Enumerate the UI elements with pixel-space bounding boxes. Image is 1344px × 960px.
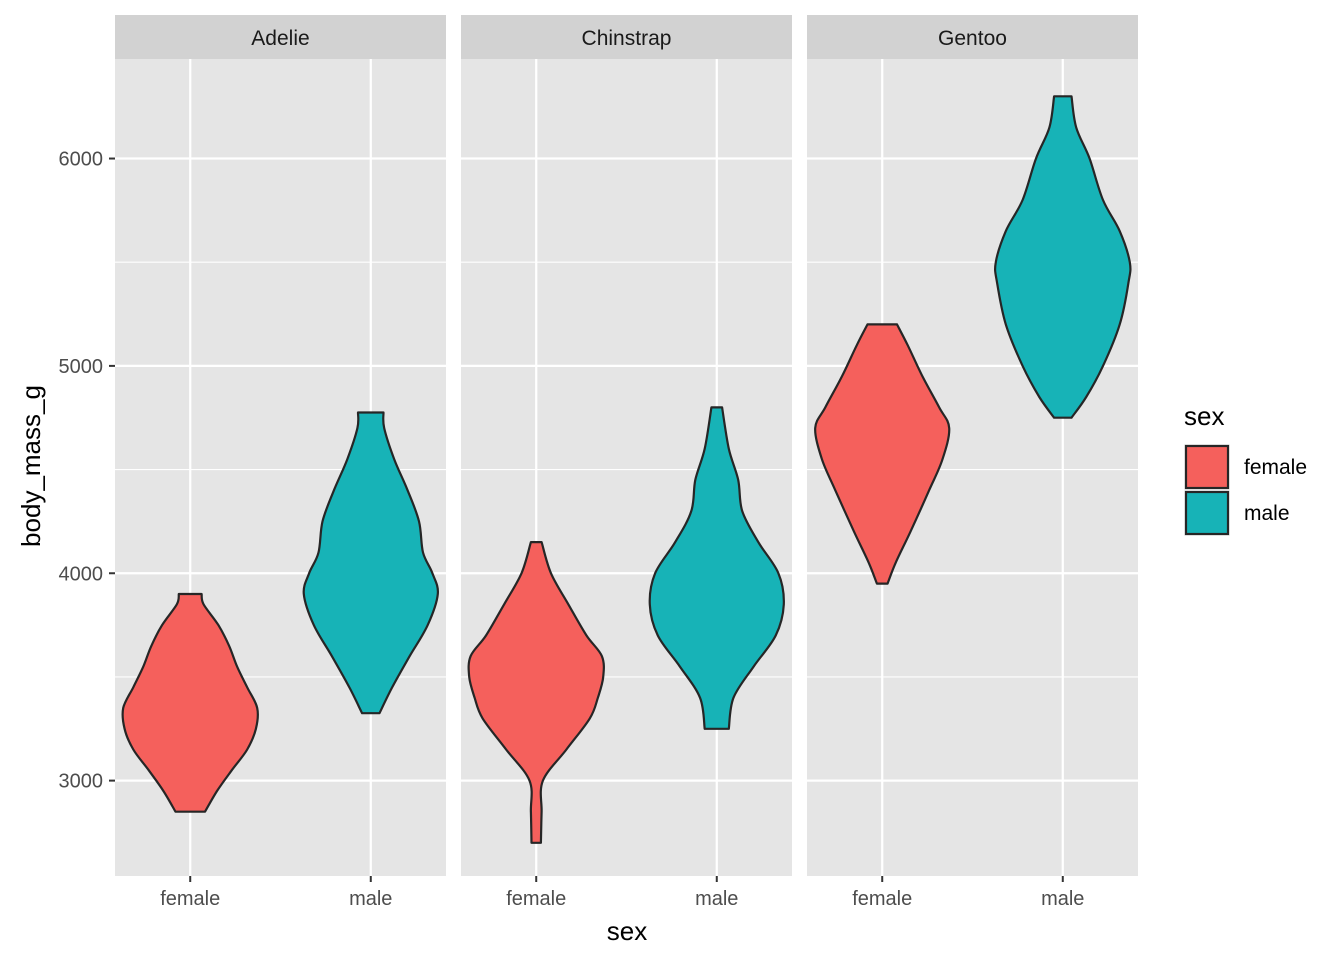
y-tick-label: 5000 (59, 356, 104, 378)
strip-background (461, 15, 792, 59)
y-tick-label: 4000 (59, 563, 104, 585)
violin-gentoo-female (814, 323, 951, 585)
x-tick-label: female (506, 888, 566, 910)
legend-swatch-female (1184, 444, 1230, 490)
panel-gentoo: Gentoo female male (807, 15, 1138, 910)
strip-background (807, 15, 1138, 59)
violin-adelie-female (121, 592, 259, 813)
x-tick-label: female (160, 888, 220, 910)
x-tick-label: male (695, 888, 738, 910)
violin-chinstrap-male (648, 406, 785, 730)
y-tick-label: 3000 (59, 771, 104, 793)
strip-label: Chinstrap (582, 27, 672, 50)
y-tick-label: 6000 (59, 149, 104, 171)
violin-chinstrap-female (467, 541, 605, 844)
legend-title: sex (1184, 401, 1224, 431)
x-tick-label: male (1041, 888, 1084, 910)
legend: sex female male (1184, 401, 1307, 536)
x-tick-label: female (852, 888, 912, 910)
legend-swatch-male (1184, 490, 1230, 536)
panel-chinstrap: Chinstrap female male (461, 15, 792, 910)
x-axis-title: sex (607, 916, 647, 946)
strip-label: Gentoo (938, 27, 1007, 50)
legend-label-female: female (1244, 456, 1307, 479)
legend-label-male: male (1244, 502, 1290, 525)
strip-label: Adelie (251, 27, 309, 50)
strip-background (115, 15, 446, 59)
y-axis-title: body_mass_g (16, 385, 46, 547)
x-tick-label: male (349, 888, 392, 910)
violin-adelie-male (302, 411, 439, 715)
violin-gentoo-male (994, 95, 1132, 419)
panel-adelie: Adelie female male (115, 15, 446, 910)
y-axis: 3000 4000 5000 6000 (59, 149, 115, 793)
